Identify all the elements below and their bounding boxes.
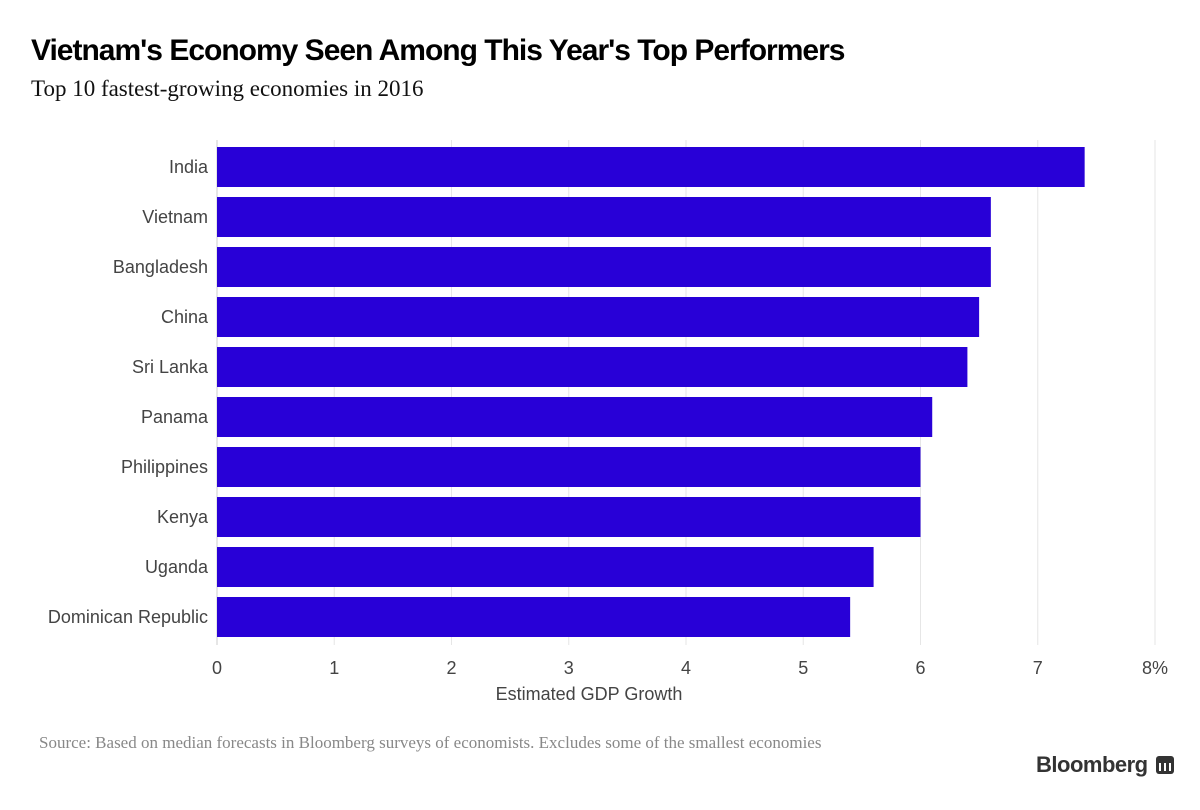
bar-panama (217, 397, 933, 437)
category-label: Philippines (121, 457, 208, 477)
x-tick-label: 7 (1033, 658, 1043, 678)
chart-title: Vietnam's Economy Seen Among This Year's… (31, 34, 845, 67)
source-note: Source: Based on median forecasts in Blo… (39, 733, 822, 752)
bar-philippines (217, 447, 921, 487)
bar-china (217, 297, 980, 337)
bloomberg-chart-icon (1155, 756, 1174, 774)
x-tick-label: 3 (564, 658, 574, 678)
category-label: Kenya (157, 507, 209, 527)
bar-kenya (217, 497, 921, 537)
category-label: Sri Lanka (132, 357, 209, 377)
x-tick-label: 0 (212, 658, 222, 678)
bar-vietnam (217, 197, 991, 237)
category-label: Uganda (145, 557, 209, 577)
bar-uganda (217, 547, 874, 587)
bloomberg-logo: Bloomberg (1036, 752, 1174, 778)
bar-sri-lanka (217, 347, 968, 387)
x-tick-label: 5 (798, 658, 808, 678)
chart-subtitle: Top 10 fastest-growing economies in 2016 (31, 76, 424, 101)
category-label: Bangladesh (113, 257, 208, 277)
x-tick-label: 8% (1142, 658, 1168, 678)
category-label: Vietnam (142, 207, 208, 227)
x-tick-label: 2 (446, 658, 456, 678)
bar-dominican-republic (217, 597, 851, 637)
bar-bangladesh (217, 247, 991, 287)
x-axis-title: Estimated GDP Growth (496, 684, 683, 704)
bar-chart: 0 1 2 3 4 5 6 7 8% India Vietnam Bangladesh China Sri… (48, 140, 1168, 704)
category-label: Dominican Republic (48, 607, 208, 627)
category-label: India (169, 157, 209, 177)
x-tick-label: 6 (915, 658, 925, 678)
logo-text: Bloomberg (1036, 752, 1148, 777)
bar-india (217, 147, 1085, 187)
x-tick-label: 4 (681, 658, 691, 678)
category-label: China (161, 307, 209, 327)
category-label: Panama (141, 407, 209, 427)
x-tick-label: 1 (329, 658, 339, 678)
